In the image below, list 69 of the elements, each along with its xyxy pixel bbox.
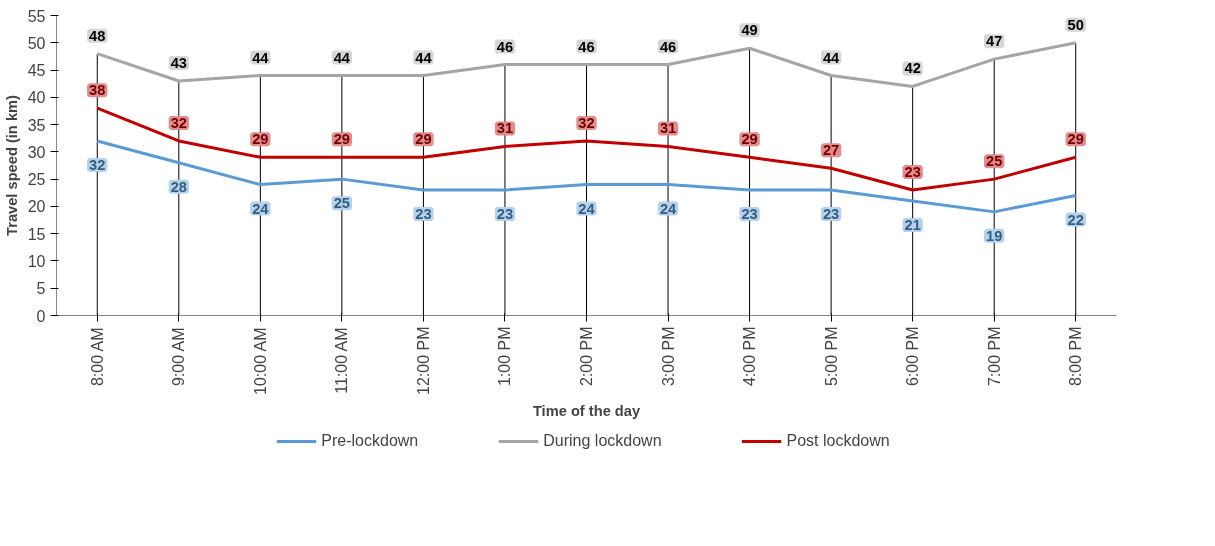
data-label: 23 [741, 206, 758, 223]
data-label: 42 [904, 60, 921, 77]
y-tick-label: 25 [27, 171, 46, 189]
data-label: 38 [89, 82, 106, 99]
data-label: 47 [986, 33, 1003, 50]
y-tick-label: 50 [27, 34, 46, 52]
legend-label: Post lockdown [786, 432, 890, 450]
x-tick-label: 9:00 AM [170, 327, 188, 387]
data-label: 24 [659, 200, 678, 217]
data-label: 27 [822, 142, 840, 159]
data-label: 46 [578, 38, 595, 55]
data-label: 29 [333, 131, 351, 148]
x-tick-label: 7:00 PM [985, 326, 1003, 387]
data-label: 25 [333, 195, 351, 212]
y-tick-label: 30 [27, 143, 46, 161]
x-tick-label: 3:00 PM [659, 326, 677, 387]
x-tick-label: 10:00 AM [251, 327, 269, 395]
x-tick-label: 4:00 PM [741, 326, 759, 387]
data-label: 32 [89, 156, 106, 173]
y-tick-label: 15 [27, 225, 46, 243]
data-label: 23 [496, 206, 514, 223]
legend-label: Pre-lockdown [321, 432, 419, 450]
data-label: 24 [252, 200, 270, 217]
x-tick-label: 2:00 PM [578, 326, 595, 387]
data-label: 49 [741, 22, 758, 39]
data-label: 44 [333, 49, 351, 66]
data-label: 22 [1067, 211, 1084, 228]
data-label: 24 [578, 200, 596, 217]
data-label: 48 [89, 27, 106, 44]
data-label: 29 [252, 131, 269, 148]
y-tick-label: 20 [27, 198, 46, 216]
x-tick-label: 8:00 AM [88, 327, 106, 387]
data-label: 23 [415, 206, 432, 223]
y-axis-title: Travel speed (in km) [3, 94, 20, 236]
y-tick-label: 10 [27, 252, 46, 270]
data-label: 29 [1067, 131, 1084, 148]
data-label: 31 [659, 120, 677, 137]
data-label: 29 [415, 131, 432, 148]
data-label: 21 [904, 216, 921, 233]
x-tick-label: 6:00 PM [904, 326, 922, 387]
data-label: 32 [170, 114, 187, 131]
x-tick-label: 12:00 PM [414, 326, 432, 395]
legend-label: During lockdown [543, 432, 662, 450]
data-label: 46 [659, 38, 677, 55]
x-tick-label: 1:00 PM [496, 326, 514, 387]
y-tick-label: 40 [27, 89, 46, 107]
x-tick-label: 5:00 PM [822, 326, 840, 387]
data-label: 32 [578, 114, 595, 131]
data-label: 31 [496, 120, 514, 137]
x-tick-label: 8:00 PM [1067, 326, 1085, 387]
data-label: 44 [252, 49, 270, 66]
y-tick-label: 0 [36, 307, 46, 325]
data-label: 44 [415, 49, 433, 66]
y-tick-label: 45 [27, 62, 46, 80]
y-tick-label: 55 [27, 7, 46, 25]
data-label: 23 [822, 206, 840, 223]
data-label: 28 [170, 178, 187, 195]
data-label: 44 [822, 49, 841, 66]
data-label: 25 [986, 153, 1003, 170]
data-label: 19 [986, 227, 1003, 244]
y-tick-label: 5 [36, 280, 46, 298]
y-tick-label: 35 [27, 116, 46, 134]
data-label: 43 [170, 54, 187, 71]
data-label: 23 [904, 164, 921, 181]
x-axis-title: Time of the day [532, 402, 641, 419]
x-tick-label: 11:00 AM [333, 327, 351, 394]
data-label: 46 [496, 38, 514, 55]
data-label: 29 [741, 131, 758, 148]
data-label: 50 [1067, 16, 1084, 33]
